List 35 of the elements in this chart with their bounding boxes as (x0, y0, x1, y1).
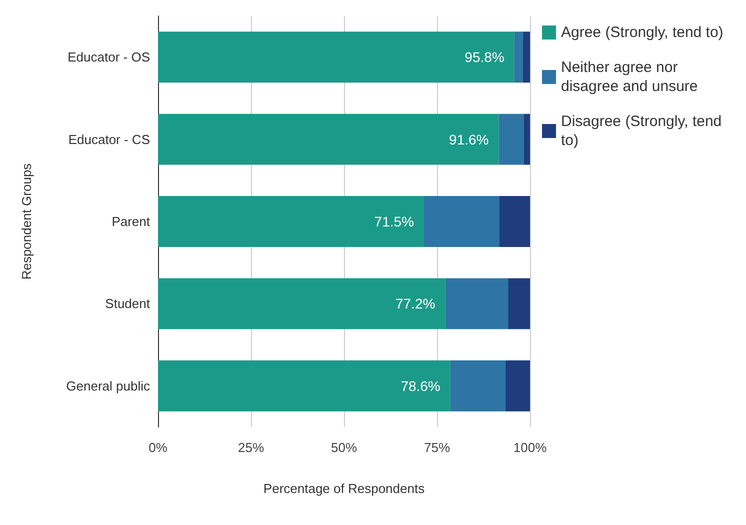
bar (158, 32, 514, 83)
y-tick-label: Parent (112, 214, 150, 229)
data-label: 91.6% (449, 131, 489, 148)
bar (499, 196, 530, 247)
bar (158, 196, 424, 247)
data-label: 95.8% (464, 49, 504, 66)
bar (505, 360, 530, 412)
bar (524, 114, 530, 165)
y-tick-label: Educator - CS (68, 132, 150, 147)
bar (514, 32, 523, 83)
y-tick-label: General public (66, 378, 150, 394)
bar (158, 114, 499, 165)
y-tick-label: Educator - OS (68, 50, 150, 65)
data-label: 71.5% (374, 214, 414, 230)
x-tick-label: 100% (513, 440, 548, 455)
bar (498, 114, 524, 165)
x-tick-label: 0% (148, 440, 168, 455)
x-axis-title: Percentage of Respondents (263, 481, 426, 496)
x-tick-label: 25% (238, 440, 264, 455)
data-label: 77.2% (395, 296, 436, 312)
bar (508, 278, 530, 330)
x-tick-label: 75% (424, 440, 450, 455)
bar (158, 278, 446, 330)
legend-label: Disagree (Strongly, tend to) (561, 113, 726, 149)
bar (522, 32, 530, 83)
legend-label: Agree (Strongly, tend to) (561, 24, 724, 41)
bar (445, 278, 508, 330)
bar (424, 196, 500, 247)
bar (450, 360, 506, 412)
y-tick-label: Student (105, 296, 150, 312)
legend-label: Neither agree nor disagree and unsure (561, 59, 698, 95)
bar (158, 360, 450, 412)
data-label: 78.6% (400, 378, 440, 394)
y-axis-title: Respondent Groups (19, 162, 34, 280)
x-tick-label: 50% (330, 440, 358, 455)
